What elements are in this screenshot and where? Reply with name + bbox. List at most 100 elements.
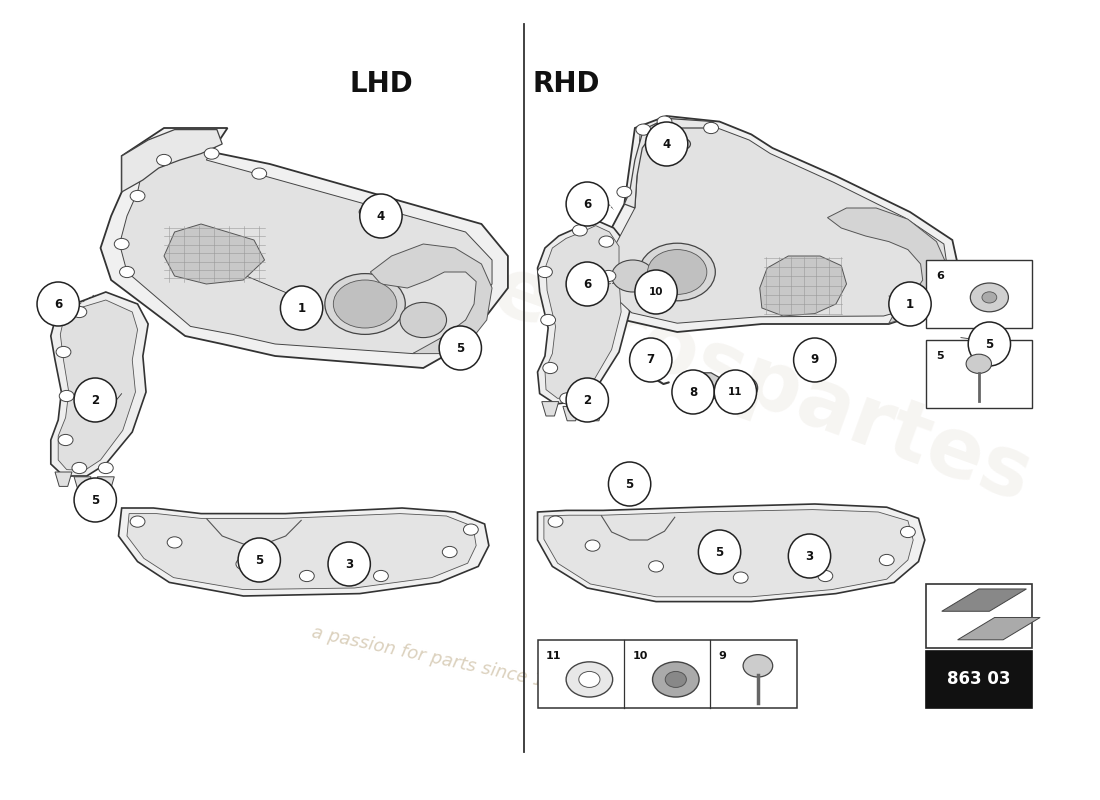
Text: 10: 10 — [649, 287, 663, 297]
Text: 5: 5 — [715, 546, 724, 558]
Circle shape — [120, 266, 134, 278]
Ellipse shape — [664, 137, 691, 151]
Text: eurospartes: eurospartes — [482, 249, 1043, 519]
Polygon shape — [827, 208, 947, 323]
Polygon shape — [371, 244, 492, 354]
Polygon shape — [538, 504, 925, 602]
Circle shape — [982, 292, 997, 303]
Circle shape — [130, 516, 145, 527]
Ellipse shape — [608, 462, 651, 506]
Text: 7: 7 — [647, 354, 654, 366]
Text: 5: 5 — [255, 554, 263, 566]
Text: 10: 10 — [632, 651, 648, 661]
Ellipse shape — [698, 530, 740, 574]
Ellipse shape — [360, 205, 386, 219]
Ellipse shape — [646, 122, 688, 166]
Circle shape — [744, 654, 772, 677]
Polygon shape — [625, 118, 714, 208]
Bar — [926, 340, 1032, 408]
Circle shape — [617, 186, 631, 198]
Circle shape — [236, 558, 251, 570]
Polygon shape — [55, 472, 72, 486]
Polygon shape — [122, 130, 222, 192]
Ellipse shape — [238, 538, 280, 582]
Circle shape — [98, 462, 113, 474]
Circle shape — [818, 570, 833, 582]
Ellipse shape — [439, 326, 482, 370]
Polygon shape — [51, 292, 148, 476]
Circle shape — [601, 270, 616, 282]
Ellipse shape — [789, 534, 830, 578]
Circle shape — [693, 381, 710, 394]
Circle shape — [58, 434, 73, 446]
Circle shape — [966, 354, 991, 374]
Text: 5: 5 — [936, 351, 944, 361]
Ellipse shape — [968, 322, 1011, 366]
Text: 1: 1 — [906, 298, 914, 310]
Text: 6: 6 — [936, 271, 944, 281]
Text: 4: 4 — [377, 210, 385, 222]
Ellipse shape — [566, 182, 608, 226]
Circle shape — [156, 154, 172, 166]
Polygon shape — [542, 402, 559, 416]
Ellipse shape — [37, 282, 79, 326]
Polygon shape — [586, 406, 603, 421]
Circle shape — [649, 561, 663, 572]
Circle shape — [639, 243, 715, 301]
Polygon shape — [760, 256, 847, 316]
Text: 5: 5 — [91, 494, 99, 506]
Polygon shape — [126, 514, 476, 590]
Text: 1: 1 — [297, 302, 306, 314]
Ellipse shape — [280, 286, 322, 330]
Text: 2: 2 — [91, 394, 99, 406]
Bar — [926, 584, 1032, 649]
Circle shape — [59, 390, 74, 402]
Circle shape — [130, 190, 145, 202]
Circle shape — [652, 662, 700, 697]
Ellipse shape — [74, 478, 117, 522]
Circle shape — [572, 225, 587, 236]
Circle shape — [901, 526, 915, 538]
Circle shape — [72, 306, 87, 318]
Polygon shape — [164, 224, 264, 284]
Polygon shape — [100, 128, 508, 368]
Polygon shape — [685, 373, 722, 402]
Circle shape — [252, 168, 266, 179]
Bar — [538, 640, 796, 708]
Circle shape — [205, 148, 219, 159]
Ellipse shape — [672, 370, 714, 414]
Polygon shape — [119, 508, 488, 596]
Circle shape — [400, 302, 447, 338]
Ellipse shape — [635, 270, 678, 314]
Text: 5: 5 — [456, 342, 464, 354]
Text: 2: 2 — [583, 394, 592, 406]
Text: 3: 3 — [345, 558, 353, 570]
Text: 4: 4 — [662, 138, 671, 150]
Text: LHD: LHD — [349, 70, 412, 98]
Ellipse shape — [566, 262, 608, 306]
Ellipse shape — [360, 194, 403, 238]
Circle shape — [56, 346, 70, 358]
Circle shape — [636, 124, 651, 135]
Circle shape — [72, 462, 87, 474]
Circle shape — [114, 238, 129, 250]
Text: 9: 9 — [718, 651, 727, 661]
Ellipse shape — [714, 370, 757, 414]
Text: 5: 5 — [986, 338, 993, 350]
Text: 5: 5 — [626, 478, 634, 490]
Circle shape — [648, 250, 707, 294]
Text: 11: 11 — [728, 387, 743, 397]
Circle shape — [324, 274, 405, 334]
Circle shape — [585, 540, 600, 551]
Circle shape — [704, 122, 718, 134]
Circle shape — [541, 314, 556, 326]
Circle shape — [167, 537, 182, 548]
Circle shape — [442, 546, 458, 558]
Text: 6: 6 — [54, 298, 63, 310]
Circle shape — [579, 671, 600, 687]
Circle shape — [657, 116, 672, 127]
Ellipse shape — [671, 141, 683, 147]
Bar — [926, 260, 1032, 328]
Circle shape — [548, 516, 563, 527]
Polygon shape — [74, 477, 91, 491]
